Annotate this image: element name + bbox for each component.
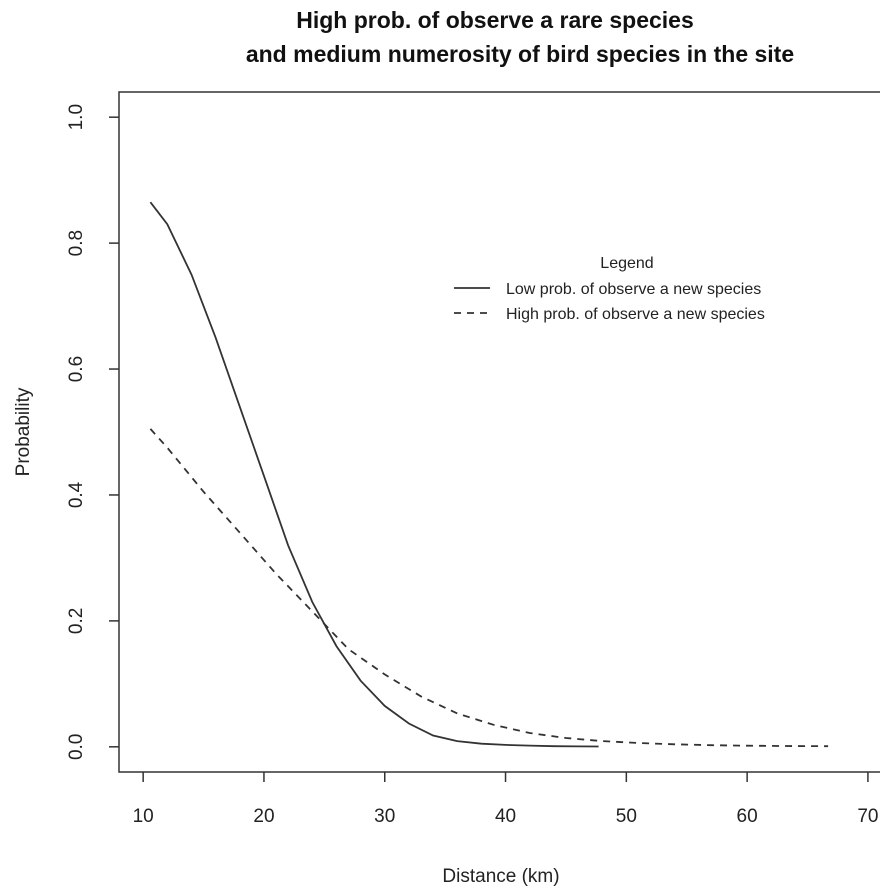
x-tick-label: 70: [857, 806, 878, 827]
series-line-high-prob: [149, 428, 829, 748]
legend-entry-low: Low prob. of observe a new species: [506, 281, 761, 298]
y-tick-label: 0.0: [66, 734, 87, 760]
legend: Legend Low prob. of observe a new specie…: [454, 255, 765, 323]
y-tick-label: 0.8: [66, 230, 87, 256]
y-axis-label: Probability: [13, 387, 34, 476]
legend-title: Legend: [600, 255, 653, 272]
y-tick-label: 0.4: [66, 481, 87, 508]
chart-title-line-2: and medium numerosity of bird species in…: [246, 41, 794, 67]
x-axis-label: Distance (km): [442, 866, 559, 887]
x-tick-label: 30: [374, 806, 395, 827]
y-tick-label: 0.2: [66, 608, 87, 634]
y-axis: 0.0 0.2 0.4 0.6 0.8 1.0: [66, 104, 119, 760]
x-tick-label: 60: [737, 806, 758, 827]
y-tick-label: 1.0: [66, 104, 87, 130]
x-tick-label: 50: [616, 806, 637, 827]
chart-title-line-1: High prob. of observe a rare species: [296, 7, 694, 33]
y-tick-label: 0.6: [66, 356, 87, 382]
x-tick-label: 20: [253, 806, 274, 827]
series-layer: [149, 201, 829, 748]
legend-entry-high: High prob. of observe a new species: [506, 306, 765, 323]
x-axis: 10 20 30 40 50 60 70: [133, 772, 878, 827]
plot-frame: [118, 91, 880, 773]
x-tick-label: 40: [495, 806, 516, 827]
x-tick-label: 10: [133, 806, 154, 827]
series-line-low-prob: [149, 201, 599, 748]
